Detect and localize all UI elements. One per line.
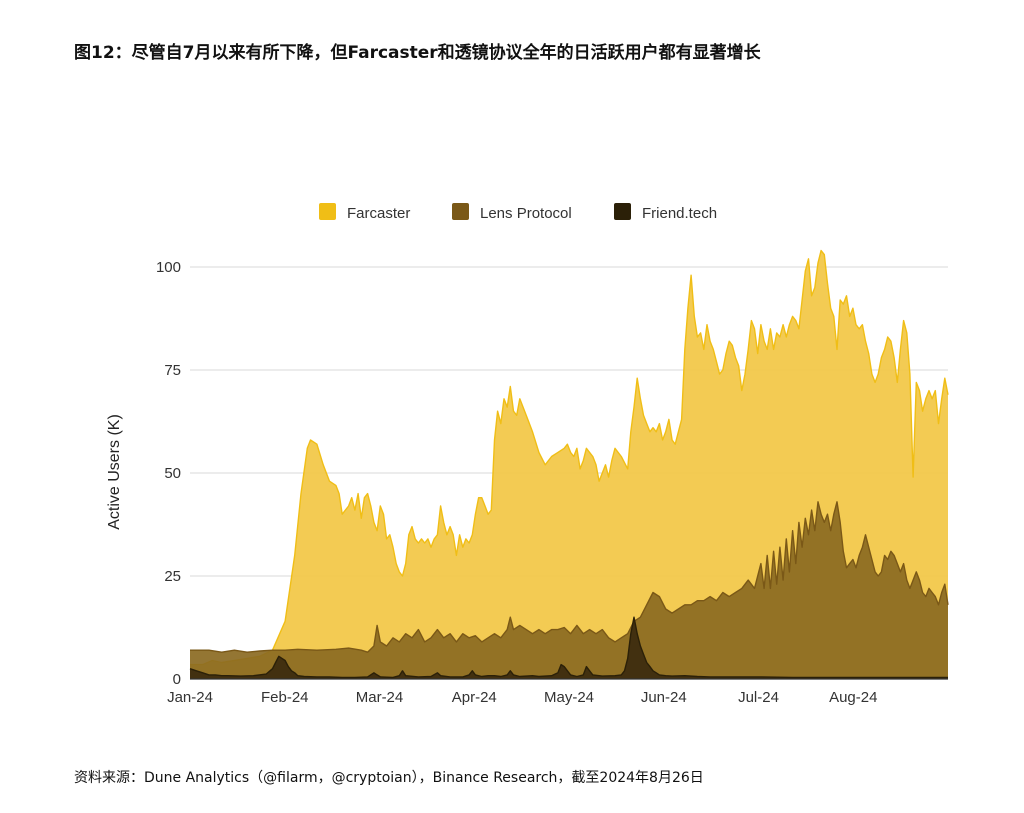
legend-label-lens-protocol: Lens Protocol (480, 205, 572, 222)
legend-label-farcaster: Farcaster (347, 205, 410, 222)
y-tick-label: 100 (156, 259, 181, 276)
series-areas (189, 249, 949, 679)
y-tick-label: 50 (164, 465, 181, 482)
area-lens-protocol (190, 501, 948, 679)
chart-legend: Farcaster Lens Protocol Friend.tech (319, 203, 717, 222)
x-tick-label: Jan-24 (167, 689, 213, 706)
x-tick-label: Aug-24 (829, 689, 877, 706)
x-tick-label: Jun-24 (641, 689, 687, 706)
x-tick-label: May-24 (544, 689, 594, 706)
figure-title: 图12：尽管自7月以来有所下降，但Farcaster和透镜协议全年的日活跃用户都… (74, 43, 761, 63)
x-tick-label: Feb-24 (261, 689, 309, 706)
legend-swatch-farcaster (319, 203, 336, 220)
x-tick-label: Jul-24 (738, 689, 779, 706)
x-tick-label: Mar-24 (356, 689, 404, 706)
line-farcaster (190, 249, 949, 666)
x-axis-ticks: Jan-24 Feb-24 Mar-24 Apr-24 May-24 Jun-24 Jul-… (167, 689, 877, 706)
y-axis-ticks: 0 25 50 75 100 (156, 259, 181, 688)
y-tick-label: 25 (164, 568, 181, 585)
y-tick-label: 0 (173, 671, 181, 688)
legend-label-friend-tech: Friend.tech (642, 205, 717, 222)
legend-swatch-lens-protocol (452, 203, 469, 220)
y-axis-title: Active Users (K) (106, 414, 123, 530)
x-tick-label: Apr-24 (452, 689, 497, 706)
line-lens-protocol (190, 501, 949, 653)
line-friend-tech (189, 616, 948, 679)
y-tick-label: 75 (164, 362, 181, 379)
legend-swatch-friend-tech (614, 203, 631, 220)
source-note: 资料来源：Dune Analytics（@filarm，@cryptoian），… (74, 770, 704, 786)
